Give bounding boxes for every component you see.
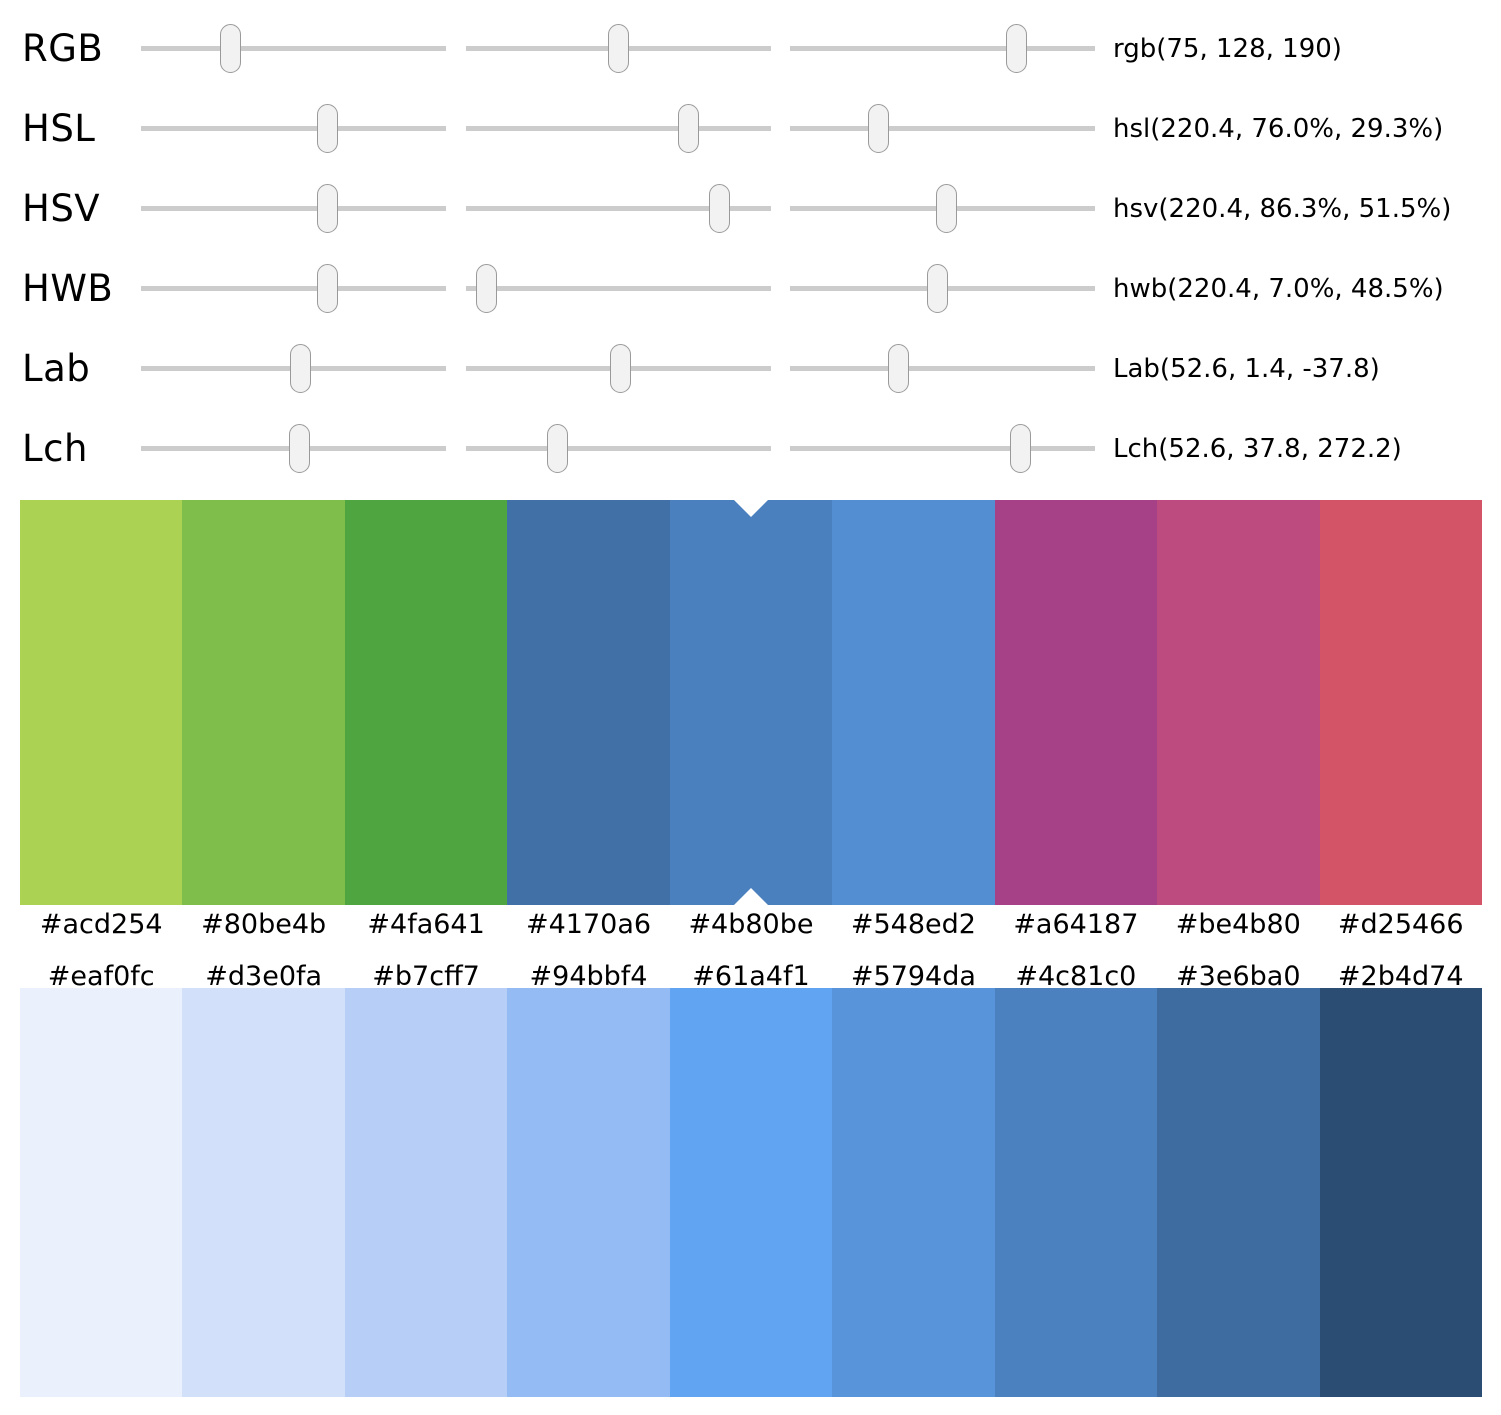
- shade-swatch[interactable]: [994, 988, 1158, 1397]
- slider-track-hsl-hue[interactable]: [141, 126, 446, 131]
- color-model-label: HWB: [22, 267, 114, 310]
- shade-swatch[interactable]: [20, 988, 183, 1397]
- shade-hex-label: #3e6ba0: [1176, 961, 1301, 992]
- hue-swatch[interactable]: [20, 500, 183, 905]
- slider-track-lab-b-axis[interactable]: [790, 366, 1095, 371]
- color-model-label: RGB: [22, 27, 104, 70]
- slider-handle-hsl-hue[interactable]: [316, 104, 338, 153]
- shade-hex-label-row: #eaf0fc #d3e0fa #b7cff7 #94bbf4 #61a4f1 #5794…: [20, 951, 1482, 1003]
- hue-hex-label: #4b80be: [688, 909, 814, 940]
- slider-row-hsv: HSV hsv(220.4, 86.3%, 51.5%): [0, 169, 1501, 249]
- color-value-text: Lch(52.6, 37.8, 272.2): [1113, 434, 1402, 464]
- hue-hex-label: #4170a6: [526, 909, 652, 940]
- color-model-label: Lab: [22, 347, 91, 390]
- slider-handle-lch-chroma[interactable]: [547, 424, 569, 473]
- slider-handle-hsl-saturation[interactable]: [677, 104, 699, 153]
- slider-track-hsl-saturation[interactable]: [466, 126, 771, 131]
- shade-hex-label: #b7cff7: [372, 961, 480, 992]
- slider-handle-hsv-hue[interactable]: [316, 184, 338, 233]
- color-value-text: hsl(220.4, 76.0%, 29.3%): [1113, 114, 1444, 144]
- shade-swatch[interactable]: [182, 988, 345, 1397]
- selected-swatch-top-marker-icon: [733, 500, 768, 517]
- slider-track-rgb-red[interactable]: [141, 46, 446, 51]
- hue-swatch[interactable]: [1157, 500, 1320, 905]
- slider-row-lch: Lch Lch(52.6, 37.8, 272.2): [0, 409, 1501, 489]
- slider-row-hsl: HSL hsl(220.4, 76.0%, 29.3%): [0, 89, 1501, 169]
- hue-swatch[interactable]: [344, 500, 508, 905]
- slider-handle-lch-hue[interactable]: [1009, 424, 1031, 473]
- hue-swatch[interactable]: [1319, 500, 1482, 905]
- hue-hex-label: #be4b80: [1175, 909, 1301, 940]
- hue-swatch[interactable]: [507, 500, 670, 905]
- slider-handle-hsv-value[interactable]: [936, 184, 958, 233]
- shade-swatch-band[interactable]: [20, 988, 1482, 1397]
- shade-hex-label: #94bbf4: [529, 961, 648, 992]
- slider-track-lch-hue[interactable]: [790, 446, 1095, 451]
- slider-track-hwb-hue[interactable]: [141, 286, 446, 291]
- slider-handle-rgb-blue[interactable]: [1006, 24, 1028, 73]
- slider-track-hsv-saturation[interactable]: [466, 206, 771, 211]
- slider-handle-rgb-red[interactable]: [219, 24, 241, 73]
- slider-handle-hwb-whiteness[interactable]: [476, 264, 498, 313]
- hue-hex-label: #4fa641: [367, 909, 485, 940]
- hue-hex-label: #a64187: [1013, 909, 1139, 940]
- hue-hex-label: #d25466: [1337, 909, 1464, 940]
- hue-swatch[interactable]: [994, 500, 1158, 905]
- hue-hex-label: #acd254: [39, 909, 163, 940]
- hue-swatch[interactable]: [669, 500, 833, 905]
- hue-hex-label: #80be4b: [201, 909, 327, 940]
- color-model-label: HSV: [22, 187, 101, 230]
- shade-hex-label: #4c81c0: [1015, 961, 1137, 992]
- slider-track-hsl-lightness[interactable]: [790, 126, 1095, 131]
- color-value-text: hsv(220.4, 86.3%, 51.5%): [1113, 194, 1452, 224]
- hue-hex-label: #548ed2: [850, 909, 976, 940]
- slider-handle-rgb-green[interactable]: [608, 24, 630, 73]
- shade-hex-label: #eaf0fc: [47, 961, 155, 992]
- color-value-text: hwb(220.4, 7.0%, 48.5%): [1113, 274, 1444, 304]
- shade-hex-label: #5794da: [850, 961, 976, 992]
- shade-swatch[interactable]: [344, 988, 508, 1397]
- hue-swatch[interactable]: [182, 500, 345, 905]
- shade-swatch[interactable]: [507, 988, 670, 1397]
- slider-handle-hwb-hue[interactable]: [316, 264, 338, 313]
- shade-hex-label: #61a4f1: [692, 961, 810, 992]
- shade-hex-label: #d3e0fa: [205, 961, 323, 992]
- hue-hex-label-row: #acd254 #80be4b #4fa641 #4170a6 #4b80be #548e…: [20, 899, 1482, 951]
- slider-handle-hsv-saturation[interactable]: [709, 184, 731, 233]
- shade-hex-label: #2b4d74: [1337, 961, 1464, 992]
- slider-handle-lab-b-axis[interactable]: [888, 344, 910, 393]
- slider-row-rgb: RGB rgb(75, 128, 190): [0, 9, 1501, 89]
- color-value-text: Lab(52.6, 1.4, -37.8): [1113, 354, 1380, 384]
- selected-swatch-bottom-marker-icon: [733, 888, 768, 905]
- hue-swatch[interactable]: [832, 500, 995, 905]
- slider-track-hwb-whiteness[interactable]: [466, 286, 771, 291]
- slider-handle-lab-a-axis[interactable]: [609, 344, 631, 393]
- slider-handle-hsl-lightness[interactable]: [868, 104, 890, 153]
- shade-swatch[interactable]: [669, 988, 833, 1397]
- shade-swatch[interactable]: [1157, 988, 1320, 1397]
- slider-row-hwb: HWB hwb(220.4, 7.0%, 48.5%): [0, 249, 1501, 329]
- color-model-label: HSL: [22, 107, 96, 150]
- shade-swatch[interactable]: [832, 988, 995, 1397]
- color-model-label: Lch: [22, 427, 88, 470]
- slider-handle-hwb-blackness[interactable]: [926, 264, 948, 313]
- slider-handle-lch-lightness[interactable]: [289, 424, 311, 473]
- slider-handle-lab-lightness[interactable]: [290, 344, 312, 393]
- slider-track-rgb-blue[interactable]: [790, 46, 1095, 51]
- slider-track-hsv-hue[interactable]: [141, 206, 446, 211]
- color-value-text: rgb(75, 128, 190): [1113, 34, 1342, 64]
- color-model-slider-panel: RGB rgb(75, 128, 190) HSL hsl(220.4, 76.0%,…: [0, 0, 1501, 490]
- shade-swatch[interactable]: [1319, 988, 1482, 1397]
- slider-row-lab: Lab Lab(52.6, 1.4, -37.8): [0, 329, 1501, 409]
- hue-swatch-band[interactable]: [20, 500, 1482, 905]
- slider-track-lch-chroma[interactable]: [466, 446, 771, 451]
